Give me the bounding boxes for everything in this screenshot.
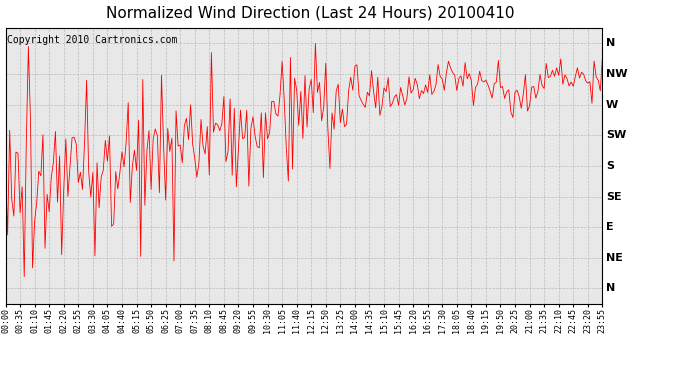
Text: N: N (606, 284, 615, 293)
Text: NE: NE (606, 253, 622, 263)
Text: N: N (606, 39, 615, 48)
Text: W: W (606, 100, 618, 110)
Text: SE: SE (606, 192, 622, 202)
Text: Copyright 2010 Cartronics.com: Copyright 2010 Cartronics.com (7, 35, 177, 45)
Text: SW: SW (606, 130, 626, 140)
Text: E: E (606, 222, 613, 232)
Text: S: S (606, 161, 614, 171)
Text: Normalized Wind Direction (Last 24 Hours) 20100410: Normalized Wind Direction (Last 24 Hours… (106, 6, 515, 21)
Text: NW: NW (606, 69, 627, 79)
